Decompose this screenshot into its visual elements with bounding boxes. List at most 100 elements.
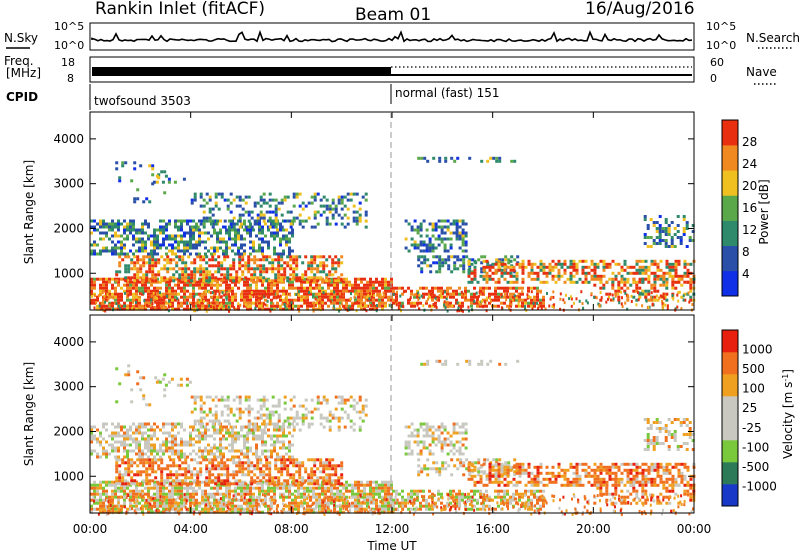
echo-cell xyxy=(307,458,311,462)
echo-cell xyxy=(354,283,357,287)
echo-cell xyxy=(111,492,114,496)
echo-cell xyxy=(117,504,120,508)
echo-cell xyxy=(102,246,105,250)
echo-cell xyxy=(545,271,549,275)
echo-cell xyxy=(264,277,267,281)
echo-cell xyxy=(231,295,234,299)
echo-cell xyxy=(461,231,465,235)
echo-cell xyxy=(138,286,141,290)
echo-cell xyxy=(228,507,231,511)
echo-cell xyxy=(121,164,125,168)
echo-cell xyxy=(111,234,114,238)
echo-cell xyxy=(301,225,305,229)
echo-cell xyxy=(431,225,435,229)
echo-cell xyxy=(379,303,381,307)
echo-cell xyxy=(310,270,314,274)
echo-cell xyxy=(123,443,126,447)
echo-cell xyxy=(462,267,466,271)
echo-cell xyxy=(229,482,233,486)
echo-cell xyxy=(351,301,354,305)
echo-cell xyxy=(620,290,622,294)
echo-cell xyxy=(360,298,363,302)
echo-cell xyxy=(219,307,222,311)
echo-cell xyxy=(238,204,242,208)
echo-cell xyxy=(160,473,164,477)
echo-cell xyxy=(168,237,171,241)
echo-cell xyxy=(114,495,117,499)
echo-cell xyxy=(255,501,258,505)
echo-cell xyxy=(90,292,93,296)
echo-cell xyxy=(243,295,246,299)
echo-cell xyxy=(126,280,129,284)
echo-cell xyxy=(484,302,487,305)
echo-cell xyxy=(363,307,366,311)
echo-cell xyxy=(141,231,144,235)
nsearch-tick-high: 10^5 xyxy=(706,20,736,33)
echo-cell xyxy=(123,425,126,429)
echo-cell xyxy=(274,267,278,271)
echo-cell xyxy=(196,299,199,303)
echo-cell xyxy=(196,473,200,477)
echo-cell xyxy=(172,279,176,283)
echo-cell xyxy=(246,498,249,502)
echo-cell xyxy=(255,507,258,511)
echo-cell xyxy=(168,446,171,450)
echo-cell xyxy=(228,480,231,484)
echo-cell xyxy=(121,473,125,477)
echo-cell xyxy=(569,259,573,263)
echo-cell xyxy=(130,276,134,280)
echo-cell xyxy=(559,307,562,311)
echo-cell xyxy=(443,246,447,250)
echo-cell xyxy=(173,180,177,184)
echo-cell xyxy=(210,283,213,287)
echo-cell xyxy=(127,293,130,297)
echo-cell xyxy=(175,264,179,268)
echo-cell xyxy=(223,461,227,465)
echo-cell xyxy=(196,479,200,483)
echo-cell xyxy=(409,296,412,300)
echo-cell xyxy=(570,304,573,308)
echo-cell xyxy=(130,267,134,271)
echo-cell xyxy=(121,482,125,486)
echo-cell xyxy=(265,461,269,465)
echo-cell xyxy=(548,304,551,308)
echo-cell xyxy=(354,486,357,490)
echo-cell xyxy=(303,301,306,305)
nsky-label: N.Sky xyxy=(4,31,38,45)
echo-cell xyxy=(271,482,275,486)
echo-cell xyxy=(339,495,342,499)
echo-cell xyxy=(569,271,573,275)
echo-cell xyxy=(144,504,147,508)
echo-cell xyxy=(288,280,291,284)
echo-cell xyxy=(626,271,630,275)
echo-cell xyxy=(339,292,341,296)
echo-cell xyxy=(605,265,609,269)
echo-cell xyxy=(163,170,167,174)
echo-cell xyxy=(355,309,358,313)
echo-cell xyxy=(259,195,263,199)
echo-cell xyxy=(255,283,258,287)
echo-cell xyxy=(295,293,298,296)
echo-cell xyxy=(244,303,247,307)
echo-cell xyxy=(297,480,300,484)
echo-cell xyxy=(455,225,459,229)
echo-cell xyxy=(318,486,321,490)
echo-cell xyxy=(662,304,665,308)
echo-cell xyxy=(171,501,174,505)
echo-cell xyxy=(545,274,549,278)
echo-cell xyxy=(491,298,494,302)
echo-cell xyxy=(228,219,231,223)
echo-cell xyxy=(653,271,657,275)
echo-cell xyxy=(93,306,96,310)
echo-cell xyxy=(241,270,245,274)
echo-cell xyxy=(259,204,263,208)
echo-cell xyxy=(255,510,258,514)
echo-cell xyxy=(258,243,261,247)
echo-cell xyxy=(345,289,348,293)
echo-cell xyxy=(417,291,420,295)
echo-cell xyxy=(153,455,156,459)
echo-cell xyxy=(649,245,653,248)
echo-cell xyxy=(195,280,198,284)
echo-cell xyxy=(303,495,306,499)
echo-cell xyxy=(485,286,488,290)
